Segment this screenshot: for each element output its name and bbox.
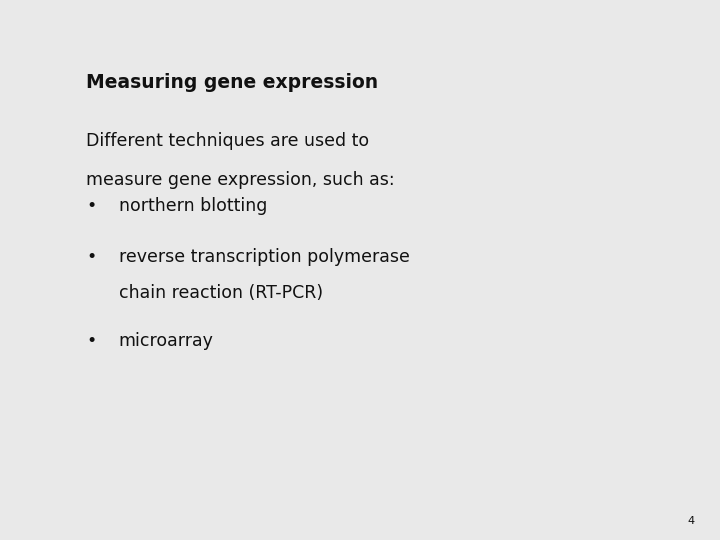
Text: •: • <box>86 197 96 215</box>
Text: •: • <box>86 332 96 350</box>
Text: northern blotting: northern blotting <box>119 197 267 215</box>
Text: measure gene expression, such as:: measure gene expression, such as: <box>86 171 395 189</box>
Text: reverse transcription polymerase: reverse transcription polymerase <box>119 248 410 266</box>
Text: Different techniques are used to: Different techniques are used to <box>86 132 369 150</box>
Text: Measuring gene expression: Measuring gene expression <box>86 73 379 92</box>
Text: •: • <box>86 248 96 266</box>
Text: chain reaction (RT-PCR): chain reaction (RT-PCR) <box>119 284 323 301</box>
Text: microarray: microarray <box>119 332 214 350</box>
Text: 4: 4 <box>688 516 695 526</box>
